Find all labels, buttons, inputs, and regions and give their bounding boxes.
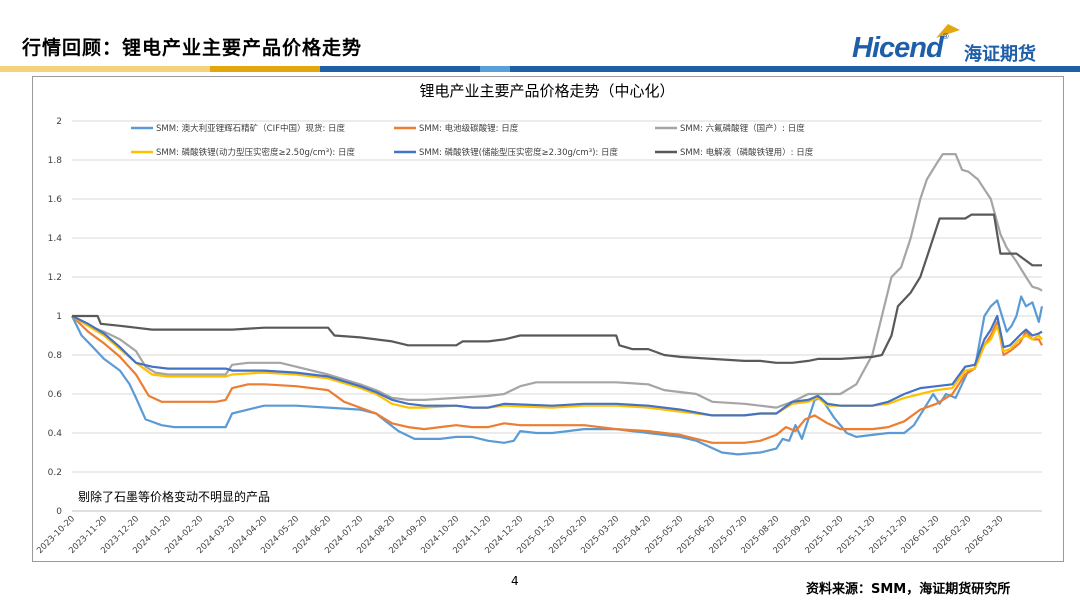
header-bar-segment-3 — [320, 66, 480, 72]
logo-cn-text: 海证期货 — [964, 44, 1036, 65]
series-line-1 — [71, 295, 1044, 456]
series-line-6 — [72, 213, 1042, 364]
legend-label-3: SMM: 六氟磷酸锂（国产）: 日度 — [680, 123, 805, 134]
y-tick-label: 0.8 — [48, 351, 63, 361]
source-note: 资料来源：SMM，海证期货研究所 — [806, 582, 1011, 597]
header-bar-segment-2 — [210, 66, 320, 72]
y-tick-label: 0.2 — [48, 468, 62, 478]
series-line-3 — [71, 153, 1043, 409]
y-tick-label: 1 — [56, 312, 62, 322]
header-bar-segment-5 — [510, 66, 1080, 72]
legend-label-2: SMM: 电池级碳酸锂: 日度 — [419, 123, 519, 134]
chart-frame — [32, 76, 1064, 562]
logo-brand-text: Hicend® — [852, 32, 949, 64]
y-tick-label: 1.6 — [48, 195, 63, 205]
header-bar-segment-4 — [480, 66, 510, 72]
y-tick-label: 1.8 — [48, 156, 63, 166]
header-bar-segment-1 — [0, 66, 210, 72]
y-tick-label: 0.6 — [48, 390, 63, 400]
y-tick-label: 0.4 — [48, 429, 63, 439]
page-number: 4 — [511, 574, 519, 588]
legend-label-4: SMM: 磷酸铁锂(动力型压实密度≥2.50g/cm³): 日度 — [156, 147, 355, 158]
hicend-logo: Hicend® 海证期货 — [848, 24, 1058, 65]
chart-title: 锂电产业主要产品价格走势（中心化） — [419, 82, 674, 100]
legend-label-6: SMM: 电解液（磷酸铁锂用）: 日度 — [680, 147, 814, 158]
legend-label-5: SMM: 磷酸铁锂(储能型压实密度≥2.30g/cm³): 日度 — [419, 147, 618, 158]
y-tick-label: 1.2 — [48, 273, 62, 283]
logo-flag-icon — [936, 24, 960, 38]
page-title: 行情回顾：锂电产业主要产品价格走势 — [22, 37, 363, 59]
legend-label-1: SMM: 澳大利亚锂辉石精矿（CIF中国）现货: 日度 — [156, 123, 346, 134]
series-line-5 — [71, 314, 1043, 417]
chart-annotation: 剔除了石墨等价格变动不明显的产品 — [78, 489, 270, 504]
y-tick-label: 2 — [56, 117, 62, 127]
y-tick-label: 0 — [56, 507, 62, 517]
y-tick-label: 1.4 — [48, 234, 63, 244]
